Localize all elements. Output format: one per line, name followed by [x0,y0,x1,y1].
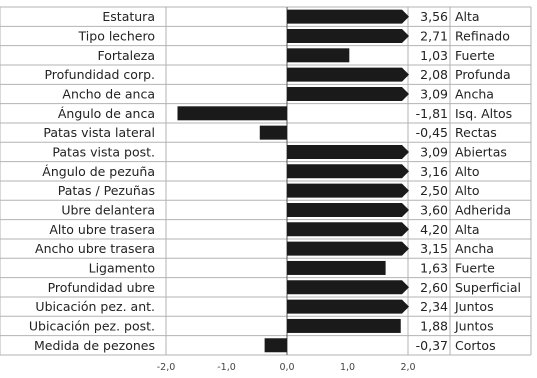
descriptor-label: Refinado [455,28,510,43]
bar [287,164,409,179]
bar [287,222,409,237]
bar [177,106,287,121]
value-label: 3,09 [420,86,448,101]
bar [287,144,409,159]
value-label: -1,81 [416,106,448,121]
value-label: 1,03 [420,48,448,63]
bar [287,67,409,82]
value-label: 2,08 [420,67,448,82]
descriptor-label: Cortos [455,338,496,353]
category-label: Ancho de anca [62,86,155,101]
bar [287,86,409,101]
descriptor-label: Profunda [455,67,511,82]
category-label: Patas vista post. [52,144,155,159]
x-tick-label: 1,0 [340,362,355,373]
bar [287,318,401,333]
descriptor-label: Superficial [455,280,521,295]
descriptor-label: Ancha [455,241,494,256]
descriptor-label: Juntos [454,299,494,314]
category-label: Estatura [102,9,155,24]
category-label: Ubicación pez. ant. [35,299,155,314]
value-label: 2,34 [420,299,448,314]
descriptor-label: Ancha [455,86,494,101]
category-label: Medida de pezones [34,338,155,353]
descriptor-label: Alta [455,9,480,24]
descriptor-label: Alta [455,222,480,237]
category-label: Profundidad ubre [48,280,156,295]
descriptor-label: Alto [455,183,480,198]
value-label: 3,15 [420,241,448,256]
x-tick-label: 0,0 [279,362,294,373]
bar [287,202,409,217]
value-label: 1,88 [420,318,448,333]
value-label: 2,71 [420,28,448,43]
descriptor-label: Fuerte [455,48,495,63]
bar [287,260,386,275]
bar [264,338,287,353]
category-label: Ubre delantera [61,202,155,217]
category-label: Fortaleza [98,48,155,63]
bar [287,9,409,24]
bar [287,183,409,198]
bar [287,299,409,314]
x-tick-label: -2,0 [157,362,176,373]
category-label: Alto ubre trasera [49,222,155,237]
descriptor-label: Fuerte [455,260,495,275]
value-label: -0,37 [416,338,448,353]
bar [287,48,350,63]
bar [259,125,287,140]
value-label: 2,60 [420,280,448,295]
descriptor-label: Adherida [455,202,511,217]
descriptor-label: Alto [455,164,480,179]
descriptor-label: Rectas [455,125,497,140]
category-label: Ángulo de pezuña [42,164,155,179]
value-label: -0,45 [416,125,448,140]
value-label: 3,09 [420,144,448,159]
category-label: Ancho ubre trasera [35,241,155,256]
value-label: 3,56 [420,9,448,24]
category-label: Ligamento [89,260,155,275]
category-label: Patas vista lateral [43,125,155,140]
category-label: Tipo lechero [78,28,155,43]
category-label: Patas / Pezuñas [58,183,155,198]
descriptor-label: Juntos [454,318,494,333]
category-label: Ángulo de anca [58,106,155,121]
value-label: 2,50 [420,183,448,198]
value-label: 3,60 [420,202,448,217]
bar [287,241,409,256]
x-tick-label: -1,0 [217,362,236,373]
descriptor-label: Abiertas [455,144,507,159]
x-tick-label: 2,0 [400,362,415,373]
category-label: Profundidad corp. [44,67,155,82]
bar [287,28,409,43]
category-label: Ubicación pez. post. [29,318,155,333]
descriptor-label: Isq. Altos [455,106,512,121]
value-label: 3,16 [420,164,448,179]
value-label: 4,20 [420,222,448,237]
value-label: 1,63 [420,260,448,275]
bar [287,280,409,295]
